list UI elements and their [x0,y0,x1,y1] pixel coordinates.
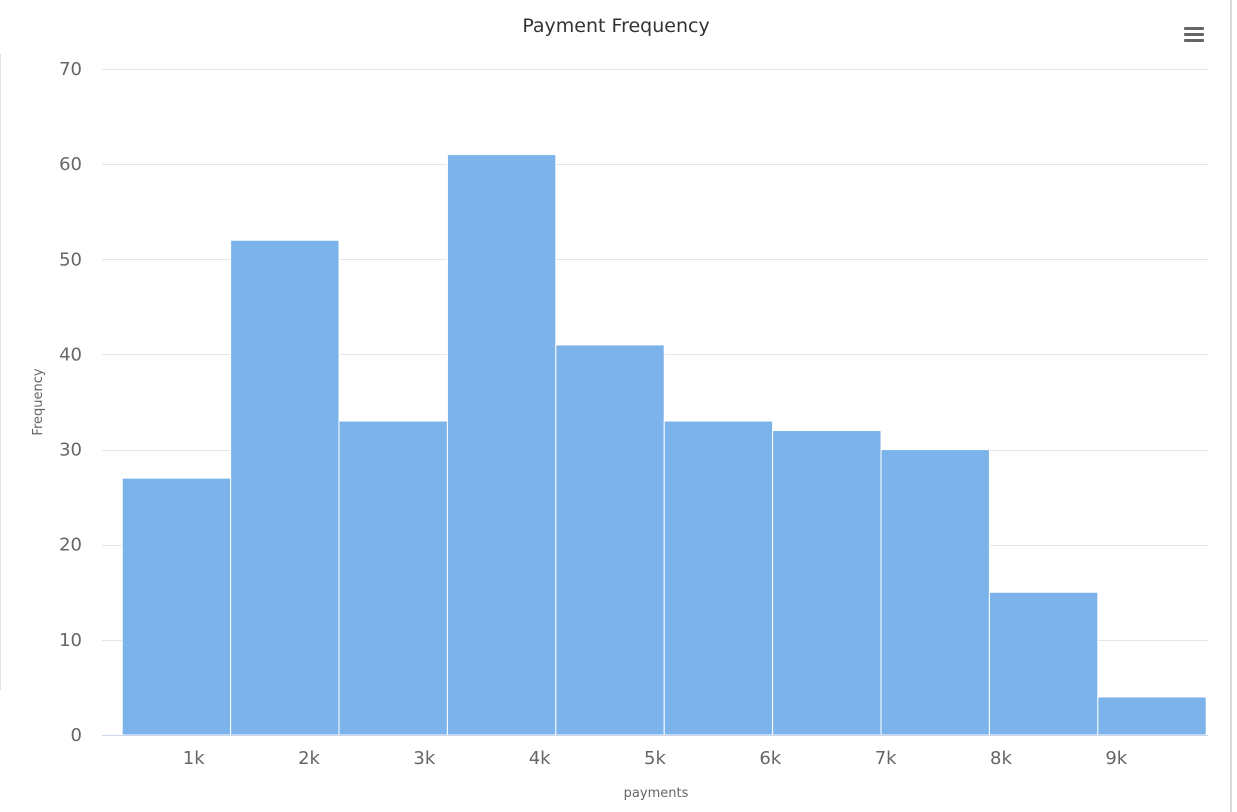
histogram-bar [555,344,665,736]
y-tick-label: 20 [59,535,82,556]
x-tick-label: 9k [1105,748,1127,769]
axes: 0 10 20 30 40 50 60 70 1k 2k 3k 4k 5k 6k 7k 8k 9k [59,59,1208,769]
histogram-bar [988,591,1099,736]
y-tick-label: 70 [59,59,82,80]
y-tick-label: 30 [59,440,82,461]
x-tick-label: 3k [413,748,435,769]
y-tick-label: 50 [59,249,82,270]
y-tick-label: 60 [59,154,82,175]
menu-bar-line [1184,39,1204,42]
x-axis-title: payments [624,786,689,801]
left-border [0,54,1,690]
x-tick-label: 4k [529,748,551,769]
y-tick-label: 0 [71,725,82,746]
menu-bar-line [1184,27,1204,30]
y-tick-label: 10 [59,630,82,651]
menu-bar-line [1184,33,1204,36]
x-tick-label: 1k [183,748,205,769]
histogram-bar [663,420,774,736]
bars [121,154,1207,736]
x-tick-label: 7k [875,748,897,769]
histogram-bar [772,430,882,736]
y-axis-title: Frequency [31,368,46,435]
histogram-bar [338,420,448,736]
hamburger-menu-icon[interactable] [1181,24,1207,46]
chart-title: Payment Frequency [522,15,710,37]
x-tick-label: 8k [990,748,1012,769]
histogram-bar [446,154,557,736]
x-tick-label: 5k [644,748,666,769]
histogram-bar [121,477,232,736]
y-tick-label: 40 [59,344,82,365]
x-tick-label: 6k [759,748,781,769]
histogram-bar [880,449,990,736]
x-tick-label: 2k [298,748,320,769]
histogram-bar [230,239,340,736]
histogram-bar [1097,696,1207,736]
right-border [1230,0,1232,812]
